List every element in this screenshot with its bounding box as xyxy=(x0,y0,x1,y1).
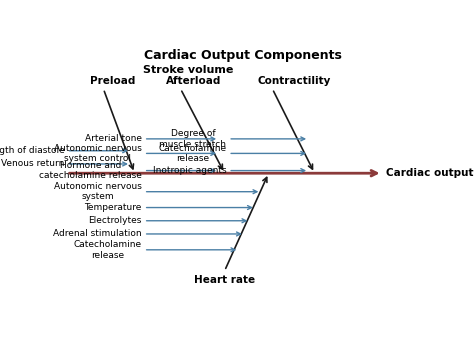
Text: Length of diastole: Length of diastole xyxy=(0,146,65,155)
Text: Cardiac Output Components: Cardiac Output Components xyxy=(144,49,342,62)
Text: Catecholamine
release: Catecholamine release xyxy=(158,144,227,163)
Text: Hormone and
catecholamine release: Hormone and catecholamine release xyxy=(39,161,142,180)
Text: Temperature: Temperature xyxy=(84,203,142,212)
Text: Stroke volume: Stroke volume xyxy=(143,65,233,75)
Text: Preload: Preload xyxy=(91,76,136,86)
Text: Cardiac output: Cardiac output xyxy=(386,168,474,178)
Text: Catecholamine
release: Catecholamine release xyxy=(74,240,142,260)
Text: Inotropic agents: Inotropic agents xyxy=(153,166,227,175)
Text: Adrenal stimulation: Adrenal stimulation xyxy=(53,229,142,238)
Text: Afterload: Afterload xyxy=(166,76,221,86)
Text: Electrolytes: Electrolytes xyxy=(89,216,142,225)
Text: Autonomic nervous
system control: Autonomic nervous system control xyxy=(54,144,142,163)
Text: Contractility: Contractility xyxy=(258,76,331,86)
Text: Autonomic nervous
system: Autonomic nervous system xyxy=(54,182,142,201)
Text: Heart rate: Heart rate xyxy=(194,275,255,285)
Text: Venous return: Venous return xyxy=(1,159,65,168)
Text: Degree of
muscle stretch: Degree of muscle stretch xyxy=(159,129,227,149)
Text: Arterial tone: Arterial tone xyxy=(85,134,142,143)
